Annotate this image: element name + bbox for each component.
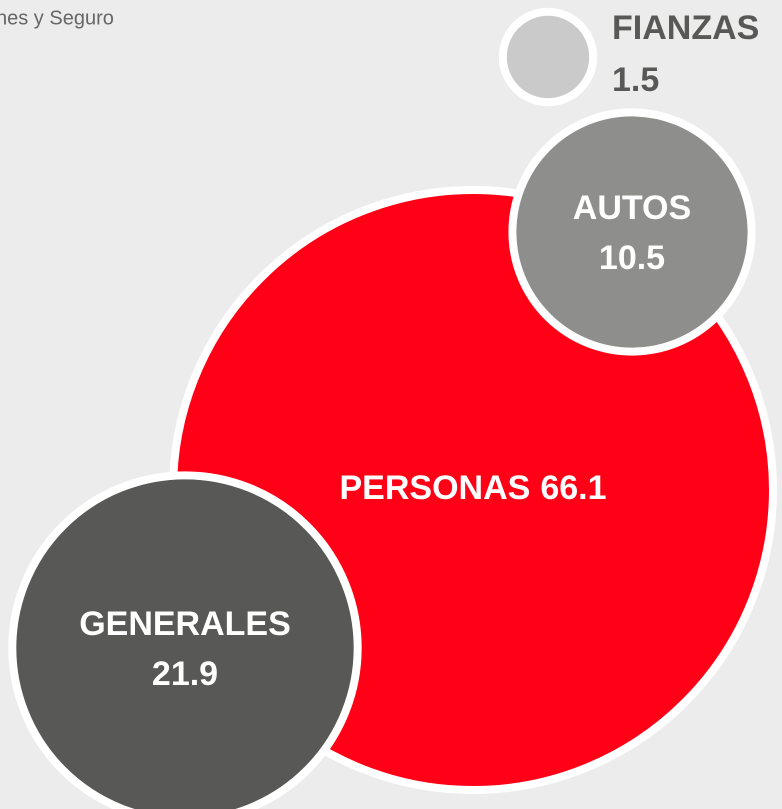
- value-label: 10.5: [599, 239, 665, 277]
- bubble: [498, 7, 598, 107]
- value-label: 21.9: [152, 655, 218, 693]
- category-label: AUTOS: [573, 189, 691, 227]
- value-label: 66.1: [540, 469, 606, 507]
- category-label: GENERALES: [79, 605, 291, 643]
- category-label: PERSONAS: [339, 469, 530, 507]
- bubble: [8, 471, 362, 809]
- chart-subtitle: nes y Seguro: [0, 7, 114, 29]
- bubble: [508, 108, 756, 356]
- category-label: FIANZAS: [612, 9, 759, 47]
- value-label: 1.5: [612, 61, 659, 99]
- bubble-label: PERSONAS 66.1: [339, 469, 606, 507]
